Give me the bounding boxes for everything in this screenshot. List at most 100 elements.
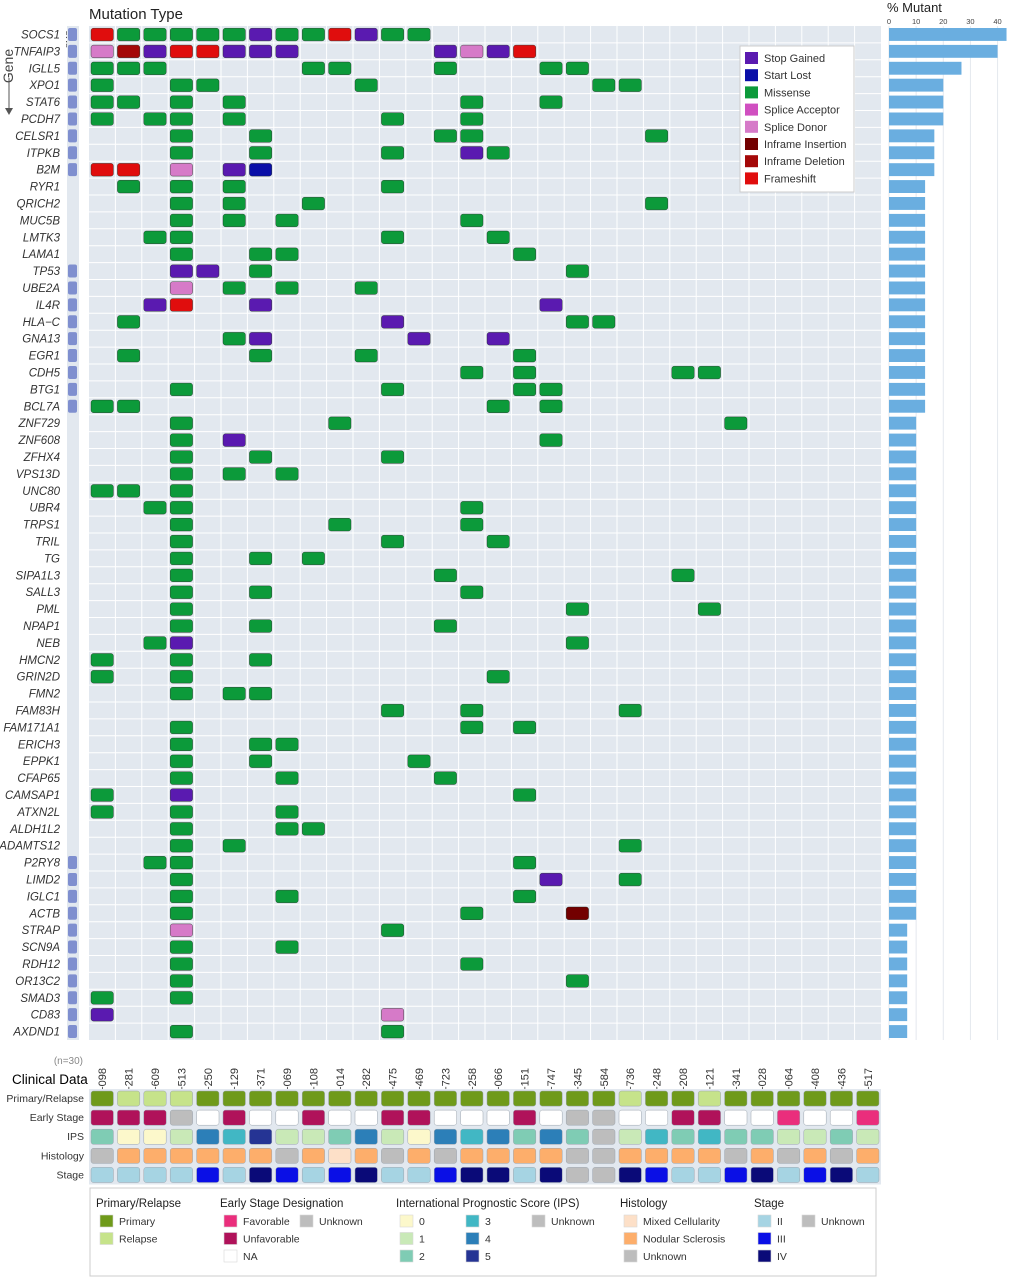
smg-marker (68, 923, 77, 937)
mutation-cell (143, 856, 167, 870)
mutation-cell (169, 873, 193, 887)
clinical-cell (856, 1167, 880, 1183)
mutation-cell (169, 129, 193, 143)
legend-swatch (299, 1214, 314, 1228)
clinical-cell (750, 1167, 774, 1183)
clinical-cell (354, 1090, 378, 1107)
gene-label: HLA−C (23, 317, 61, 329)
clinical-cell (407, 1109, 431, 1126)
mutation-legend-label: Frameshift (764, 173, 816, 185)
clinical-cell (381, 1128, 405, 1145)
legend-item-label: 3 (485, 1216, 491, 1228)
clinical-cell (513, 1128, 537, 1145)
mutation-cell (169, 433, 193, 447)
mutation-cell (169, 653, 193, 667)
gene-label: XPO1 (28, 80, 60, 92)
mutation-cell (460, 720, 484, 734)
clinical-cell (460, 1148, 484, 1164)
mutation-cell (169, 619, 193, 633)
pct-mutant-bar (889, 163, 935, 177)
clinical-row-label: IPS (67, 1131, 84, 1143)
clinical-cell (90, 1148, 114, 1164)
clinical-cell (433, 1167, 457, 1183)
mutation-cell (460, 501, 484, 515)
pct-mutant-bar (889, 332, 926, 346)
gene-label: BTG1 (30, 384, 60, 396)
smg-marker (68, 95, 77, 109)
mutation-cell (486, 44, 510, 58)
clinical-cell (486, 1167, 510, 1183)
mutation-cell (513, 247, 537, 261)
mutation-cell (566, 264, 589, 278)
mutation-cell (169, 923, 193, 937)
mutation-cell (222, 687, 246, 701)
mutation-cell (539, 95, 563, 109)
clinical-cell (777, 1148, 801, 1164)
pct-mutant-bar (889, 366, 926, 379)
mutation-cell (117, 484, 141, 498)
pct-mutant-bar (889, 822, 917, 836)
mutation-cell (249, 653, 272, 667)
clinical-cell (539, 1128, 563, 1145)
clinical-cell (803, 1148, 827, 1164)
mutation-cell (143, 61, 167, 75)
mutation-cell (275, 281, 299, 295)
mutation-cell (381, 315, 404, 329)
mutation-cell (618, 839, 642, 853)
clinical-cell (196, 1090, 220, 1107)
mutation-cell (169, 805, 193, 819)
mutation-cell (539, 399, 563, 413)
mutation-legend-box (739, 45, 855, 193)
mutation-cell (381, 923, 404, 937)
gene-label: PCDH7 (21, 114, 61, 126)
mutation-cell (249, 450, 272, 464)
gene-label: CFAP65 (17, 773, 60, 785)
mutation-legend-label: Inframe Deletion (764, 156, 845, 168)
mutation-cell (90, 44, 114, 58)
clinical-cell (486, 1090, 510, 1107)
mutation-legend-label: Stop Gained (764, 53, 825, 65)
clinical-cell (777, 1109, 801, 1126)
mutation-cell (117, 163, 141, 177)
clinical-cell (697, 1148, 721, 1164)
pct-mutant-bar (889, 450, 917, 464)
mutation-cell (143, 28, 167, 42)
clinical-cell (645, 1167, 669, 1183)
clinical-cell (381, 1148, 405, 1164)
clinical-cell (275, 1128, 299, 1145)
sample-count-label: (n=30) (54, 1056, 83, 1067)
pct-mutant-bar (889, 619, 917, 633)
mutation-cell (169, 518, 193, 532)
clinical-cell (565, 1167, 589, 1183)
gene-label: TG (44, 553, 60, 565)
clinical-cell (460, 1109, 484, 1126)
mutation-cell (169, 822, 193, 836)
mutation-cell (275, 940, 299, 954)
mutation-cell (117, 399, 141, 413)
gene-label: P2RY8 (24, 858, 61, 870)
clinical-cell (249, 1090, 273, 1107)
pct-mutant-tick-label: 10 (912, 17, 920, 26)
clinical-cell (169, 1128, 193, 1145)
mutation-cell (460, 112, 484, 126)
mutation-cell (249, 44, 272, 58)
clinical-cell (856, 1128, 880, 1145)
pct-mutant-bar (889, 518, 917, 531)
clinical-cell (724, 1148, 748, 1164)
pct-mutant-bar (889, 737, 917, 751)
clinical-legend-box (89, 1187, 877, 1277)
gene-label: CELSR1 (15, 131, 60, 143)
mutation-legend-label: Splice Acceptor (764, 105, 840, 117)
mutation-cell (222, 213, 246, 228)
clinical-cell (381, 1090, 405, 1107)
clinical-cell (539, 1167, 563, 1183)
legend-item-label: II (777, 1216, 783, 1228)
legend-swatch (465, 1232, 480, 1245)
mutation-cell (513, 366, 537, 380)
gene-label: BCL7A (24, 401, 61, 413)
clinical-cell (275, 1109, 299, 1126)
clinical-cell (354, 1148, 378, 1164)
clinical-cell (618, 1167, 642, 1183)
legend-item-label: Unknown (821, 1216, 865, 1228)
pct-mutant-title: % Mutant (887, 0, 942, 15)
